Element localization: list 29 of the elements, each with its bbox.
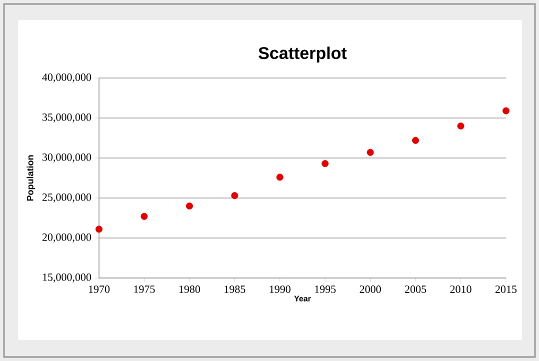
point	[140, 212, 148, 220]
y-tick-label: 40,000,000	[42, 74, 92, 83]
point	[276, 174, 284, 181]
point	[366, 148, 374, 156]
point	[231, 192, 238, 200]
x-axis-title: Year	[294, 296, 311, 302]
x-tick-label: 1980	[179, 286, 200, 293]
x-tick-label: 1990	[270, 286, 290, 293]
point	[457, 122, 464, 130]
y-tick-label: 35,000,000	[42, 114, 92, 123]
point	[186, 202, 193, 210]
x-tick-label: 1995	[315, 286, 336, 293]
point	[502, 107, 510, 114]
x-tick-label: 2010	[450, 286, 472, 293]
point	[412, 136, 420, 144]
x-tick-label: 2015	[495, 286, 517, 293]
x-tick-label: 1985	[224, 286, 246, 293]
point	[96, 226, 103, 233]
chart-title: Scatterplot	[258, 46, 347, 62]
y-tick-label: 20,000,000	[42, 233, 92, 242]
x-tick-label: 1975	[134, 286, 155, 293]
y-tick-label: 25,000,000	[42, 194, 92, 202]
x-tick-label: 1970	[88, 286, 110, 293]
y-tick-label: 30,000,000	[42, 154, 92, 162]
point	[322, 160, 329, 168]
y-axis-title: Population	[26, 155, 36, 201]
y-tick-label: 15,000,000	[42, 273, 92, 282]
x-tick-label: 2005	[405, 286, 426, 293]
x-tick-label: 2000	[360, 286, 381, 293]
